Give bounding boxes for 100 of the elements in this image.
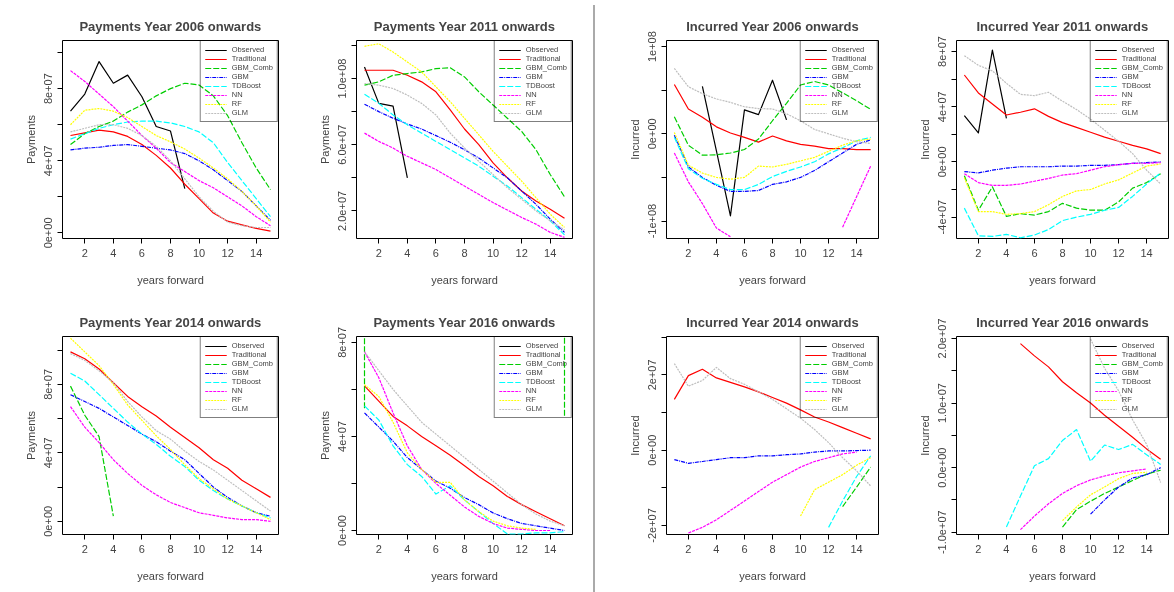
line-series	[69, 143, 272, 221]
x-tick-label: 8	[167, 246, 174, 259]
x-tick-label: 12	[1112, 246, 1125, 259]
y-tick-label: -4e+07	[936, 199, 949, 235]
y-axis-title: Payments	[318, 114, 331, 164]
x-axis-title: years forward	[431, 273, 498, 286]
x-tick-label: 14	[250, 542, 263, 555]
line-series	[69, 70, 272, 227]
line-series	[1089, 467, 1162, 515]
x-tick-label: 2	[975, 246, 982, 259]
x-tick-label: 12	[221, 246, 234, 259]
y-tick-label: 8e+07	[936, 36, 949, 67]
chart-title: Payments Year 2006 onwards	[79, 18, 262, 34]
x-tick-label: 4	[1003, 246, 1010, 259]
x-tick-label: 14	[544, 542, 557, 555]
y-tick-label: -2e+07	[646, 508, 659, 543]
x-tick-label: 10	[486, 246, 500, 259]
line-series	[1061, 471, 1148, 522]
y-tick-label: 2.0e+07	[336, 190, 349, 231]
line-series	[1019, 343, 1162, 460]
x-tick-label: 6	[138, 246, 145, 259]
x-tick-label: 10	[1084, 246, 1097, 259]
x-tick-label: 4	[404, 542, 411, 555]
y-tick-label: 0e+00	[42, 217, 55, 249]
line-series	[363, 385, 566, 527]
line-series	[69, 385, 114, 517]
x-tick-label: 8	[167, 542, 174, 555]
x-tick-label: 6	[741, 246, 748, 259]
x-tick-label: 4	[713, 246, 720, 259]
line-series	[363, 67, 566, 198]
x-tick-label: 10	[486, 542, 500, 555]
y-tick-label: 0.0e+00	[936, 447, 949, 488]
line-series	[963, 49, 1008, 134]
x-tick-label: 8	[461, 542, 468, 555]
y-axis-title: Incurred	[628, 119, 641, 160]
x-tick-label: 6	[1031, 542, 1038, 555]
y-tick-label: 1.0e+08	[336, 58, 349, 99]
x-tick-label: 2	[975, 542, 982, 555]
y-axis-title: Incurred	[628, 415, 641, 456]
x-tick-label: 4	[713, 542, 720, 555]
line-series	[827, 455, 872, 528]
line-series	[1019, 468, 1148, 531]
x-tick-label: 12	[221, 542, 234, 555]
line-series	[963, 173, 1162, 218]
line-series	[963, 55, 1162, 185]
x-tick-label: 2	[685, 246, 692, 259]
x-tick-label: 12	[515, 542, 528, 555]
x-tick-label: 8	[769, 542, 776, 555]
line-series	[673, 449, 872, 464]
y-tick-label: 0e+00	[646, 434, 659, 466]
x-tick-label: 14	[544, 246, 557, 259]
x-tick-label: 8	[1059, 542, 1066, 555]
x-tick-label: 14	[1140, 542, 1153, 555]
y-tick-label: 4e+07	[936, 91, 949, 123]
x-tick-label: 8	[461, 246, 468, 259]
x-tick-label: 6	[1031, 246, 1038, 259]
line-series	[701, 79, 788, 217]
x-tick-label: 8	[1059, 246, 1066, 259]
y-tick-label: 8e+07	[336, 326, 349, 358]
y-axis-title: Incurred	[918, 415, 931, 456]
x-tick-label: 4	[110, 542, 117, 555]
x-tick-label: 14	[850, 542, 863, 555]
line-series	[963, 163, 1162, 215]
chart-title: Payments Year 2016 onwards	[373, 314, 556, 330]
chart-title: Incurred Year 2006 onwards	[686, 18, 859, 34]
y-tick-label: -1.0e+07	[936, 510, 949, 555]
line-series	[69, 107, 272, 223]
x-axis-title: years forward	[1029, 273, 1096, 286]
y-axis-title: Incurred	[918, 119, 931, 160]
x-tick-label: 4	[1003, 542, 1010, 555]
line-series	[69, 82, 272, 191]
y-tick-label: 2.0e+07	[936, 318, 949, 359]
line-series	[673, 131, 872, 180]
y-tick-label: 4e+07	[42, 437, 55, 469]
line-series	[1005, 428, 1162, 528]
x-tick-label: 12	[515, 246, 528, 259]
x-tick-label: 6	[432, 246, 439, 259]
y-tick-label: 2e+07	[646, 359, 659, 391]
y-tick-label: 8e+07	[42, 368, 55, 400]
line-series	[963, 172, 1162, 239]
line-series	[687, 451, 858, 534]
x-tick-label: 2	[81, 542, 88, 555]
line-series	[673, 67, 872, 145]
x-tick-label: 6	[741, 542, 748, 555]
chart-title: Payments Year 2014 onwards	[79, 314, 262, 330]
line-series	[963, 161, 1162, 174]
line-series	[963, 74, 1162, 155]
y-tick-label: 0e+00	[646, 118, 659, 150]
x-tick-label: 6	[138, 542, 145, 555]
y-tick-label: 1.0e+07	[936, 382, 949, 424]
x-tick-label: 14	[250, 246, 263, 259]
y-tick-label: 6.0e+07	[336, 124, 349, 165]
x-tick-label: 12	[822, 542, 835, 555]
x-tick-label: 14	[1140, 246, 1153, 259]
chart-title: Payments Year 2011 onwards	[373, 18, 555, 34]
y-tick-label: 1e+08	[646, 31, 659, 63]
x-tick-label: 2	[375, 246, 382, 259]
x-tick-label: 10	[794, 542, 807, 555]
x-tick-label: 6	[432, 542, 439, 555]
x-axis-title: years forward	[137, 569, 204, 582]
